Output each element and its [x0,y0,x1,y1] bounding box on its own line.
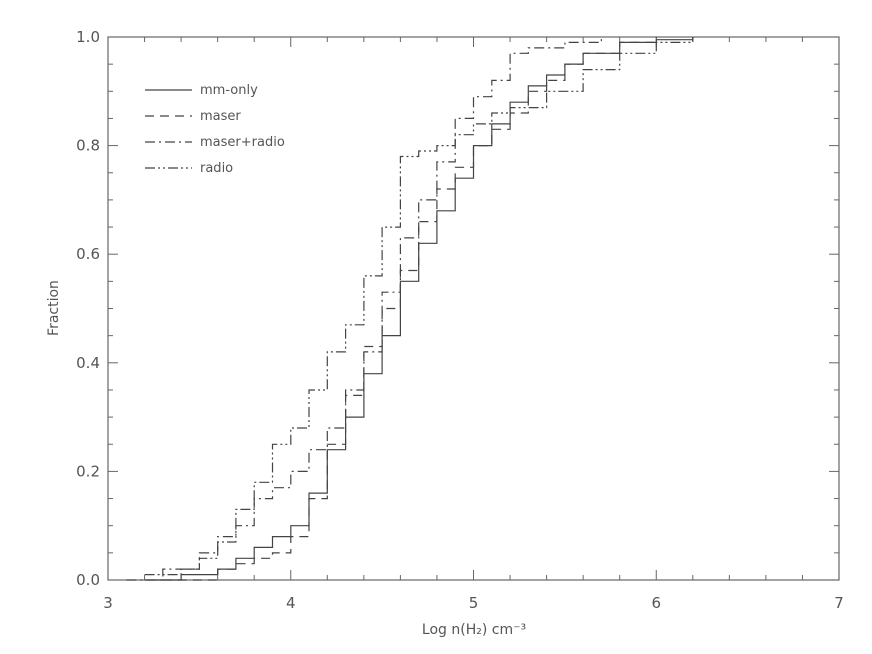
x-tick-label: 5 [469,594,479,612]
y-tick-label: 1.0 [76,28,100,46]
x-axis-label: Log n(H₂) cm⁻³ [422,622,526,638]
series-mm-only-line [144,37,694,581]
legend-label: maser [200,109,241,124]
series-maser-line [162,37,657,581]
x-tick-label: 3 [103,594,113,612]
legend-label: maser+radio [200,135,285,150]
series-lines [126,37,694,581]
x-tick-label: 4 [286,594,296,612]
y-tick-label: 0.4 [76,354,100,372]
legend: mm-only maser maser+radio radio [145,83,285,176]
legend-label: mm-only [200,83,258,98]
x-tick-label: 6 [651,594,661,612]
y-tick-label: 0.0 [76,571,100,589]
series-radio-line [144,37,694,576]
axis-ticks [107,36,840,581]
legend-label: radio [200,161,233,176]
y-tick-label: 0.2 [76,462,100,480]
y-axis-label: Fraction [46,280,62,336]
x-tick-label: 7 [834,594,844,612]
series-maser-radio-line [126,37,602,581]
y-tick-label: 0.8 [76,137,100,155]
tick-labels: 3 4 5 6 7 0.0 0.2 0.4 0.6 0.8 1.0 [76,28,844,612]
y-tick-label: 0.6 [76,245,100,263]
